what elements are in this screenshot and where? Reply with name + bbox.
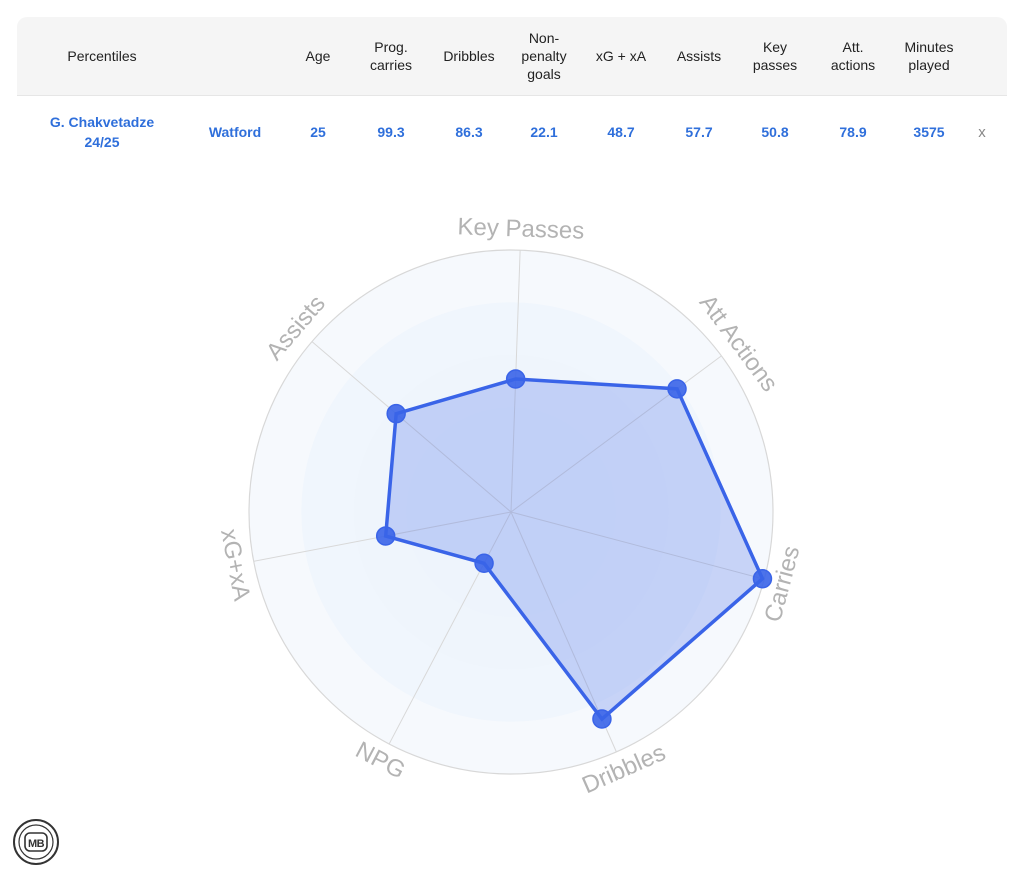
prog-carries-cell: 99.3 — [377, 124, 405, 140]
header-npg: Non-penalty goals — [521, 30, 567, 82]
header-percentiles: Percentiles — [67, 48, 137, 64]
team-cell[interactable]: Watford — [208, 124, 262, 140]
radar-point-5 — [375, 526, 396, 546]
header-assists: Assists — [676, 48, 722, 64]
radar-spoke — [510, 355, 722, 513]
xgxa-cell: 48.7 — [607, 124, 635, 140]
mb-logo: MB — [13, 819, 59, 865]
radar-spoke — [311, 341, 512, 513]
radar-point-3 — [592, 709, 612, 729]
radar-axis-label: xG+xA — [215, 527, 255, 603]
assists-cell: 57.7 — [685, 124, 713, 140]
player-cell[interactable]: G. Chakvetadze 24/25 — [17, 96, 187, 168]
radar-series-polygon — [383, 377, 765, 722]
att-actions-cell: 78.9 — [839, 124, 867, 140]
key-passes-cell: 50.8 — [761, 124, 789, 140]
remove-player-button[interactable]: x — [978, 123, 986, 141]
radar-point-0 — [505, 369, 526, 389]
radar-outer-circle — [248, 249, 774, 775]
header-xgxa: xG + xA — [595, 48, 647, 64]
age-cell: 25 — [310, 124, 326, 140]
radar-spoke — [388, 511, 512, 745]
percentile-table: Percentiles Age Prog. carries Dribbles N… — [17, 17, 1007, 168]
svg-text:MB: MB — [28, 838, 45, 850]
header-age: Age — [305, 48, 331, 64]
radar-point-2 — [752, 568, 773, 589]
npg-cell: 22.1 — [530, 124, 558, 140]
table-row: G. Chakvetadze 24/25 Watford 25 99.3 86.… — [17, 96, 1007, 168]
player-name[interactable]: G. Chakvetadze — [49, 114, 155, 130]
header-dribbles: Dribbles — [443, 48, 495, 64]
radar-axis-label: Key Passes — [457, 213, 585, 244]
header-key-passes: Key passes — [752, 39, 798, 73]
minutes-cell: 3575 — [913, 124, 945, 140]
radar-point-4 — [474, 553, 494, 574]
radar-point-6 — [386, 403, 406, 424]
radar-point-1 — [667, 379, 687, 399]
radar-spoke — [510, 511, 765, 580]
header-prog-carries: Prog. carries — [369, 39, 412, 73]
dribbles-cell: 86.3 — [455, 124, 483, 140]
header-minutes: Minutes played — [904, 39, 954, 73]
header-att-actions: Att. actions — [830, 39, 876, 73]
player-season[interactable]: 24/25 — [84, 134, 120, 150]
table-header: Percentiles Age Prog. carries Dribbles N… — [17, 17, 1007, 96]
